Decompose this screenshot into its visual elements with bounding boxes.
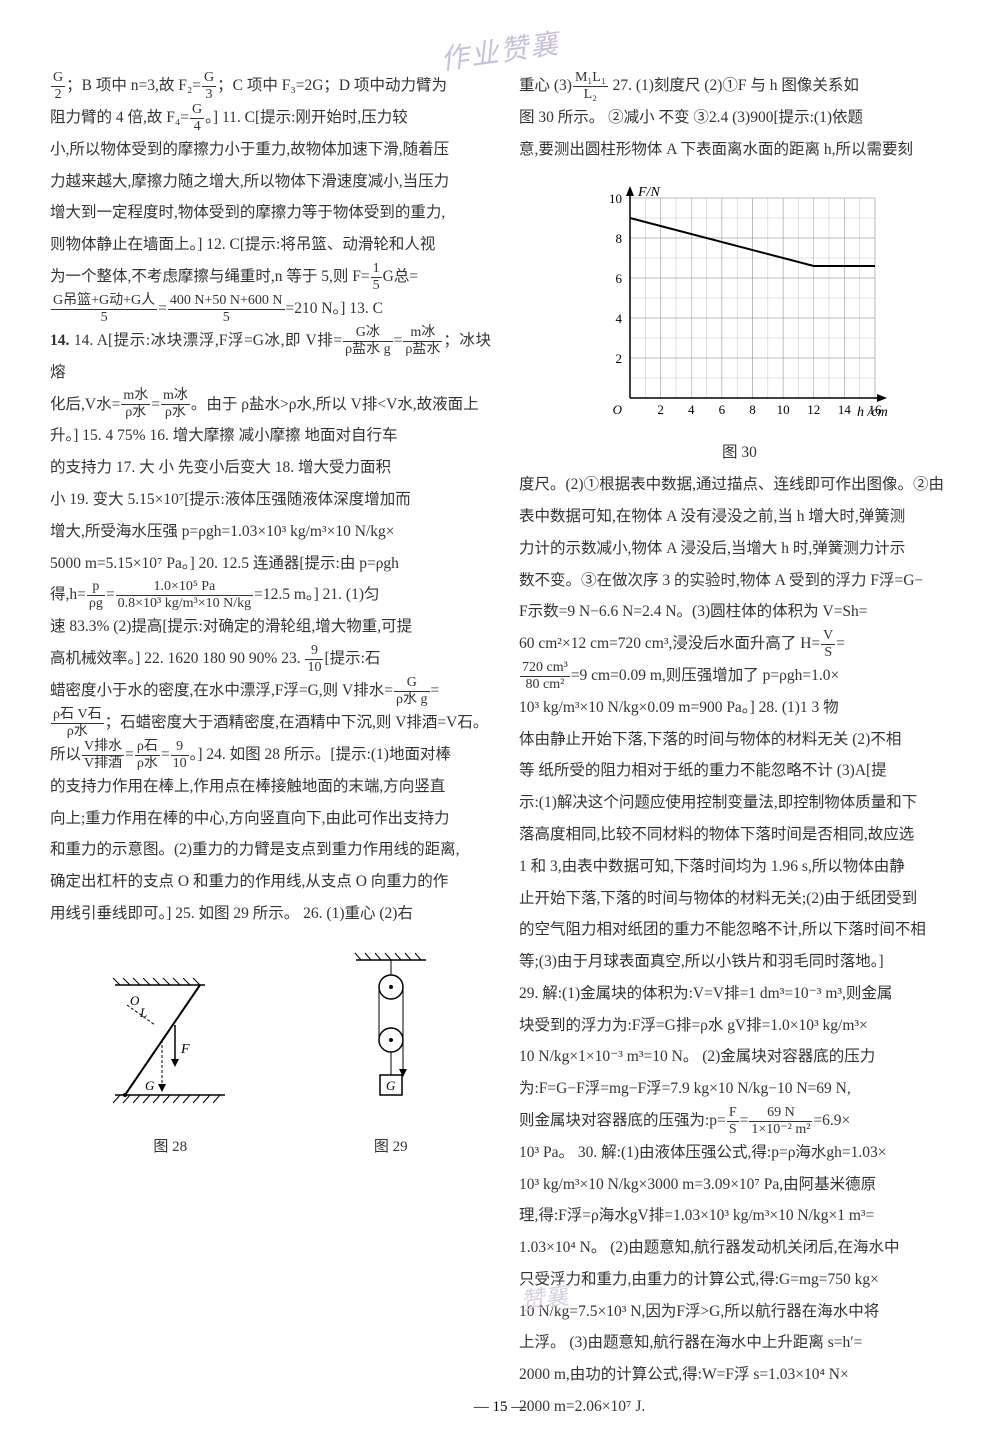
text-line: 重心 (3)M₁L₁L₂ 27. (1)刻度尺 (2)①F 与 h 图像关系如 xyxy=(519,70,960,102)
text-line: 10³ kg/m³×10 N/kg×0.09 m=900 Pa。] 28. (1… xyxy=(519,692,960,724)
text-line: 阻力臂的 4 倍,故 F₄=G4。] 11. C[提示:刚开始时,压力较 xyxy=(50,102,491,134)
svg-text:F/N: F/N xyxy=(637,185,660,200)
text-line: 的支持力 17. 大 小 先变小后变大 18. 增大受力面积 xyxy=(50,452,491,484)
svg-text:10: 10 xyxy=(609,191,622,206)
text-line: 蜡密度小于水的密度,在水中漂浮,F浮=G,则 V排水=Gρ水 g= xyxy=(50,675,491,707)
text-line: 力越来越大,摩擦力随之增大,所以物体下滑速度减小,当压力 xyxy=(50,166,491,198)
text-line: 720 cm³80 cm²=9 cm=0.09 m,则压强增加了 p=ρgh=1… xyxy=(519,660,960,692)
page-number: — 15 — xyxy=(474,1399,527,1416)
svg-text:O: O xyxy=(612,402,622,417)
text-line: 增大到一定程度时,物体受到的摩擦力等于物体受到的重力, xyxy=(50,197,491,229)
svg-text:8: 8 xyxy=(615,231,622,246)
svg-text:G: G xyxy=(145,1078,155,1093)
text-line: 1 和 3,由表中数据可知,下落时间均为 1.96 s,所以物体由静 xyxy=(519,851,960,883)
text-line: 和重力的示意图。(2)重力的力臂是支点到重力作用线的距离, xyxy=(50,834,491,866)
svg-text:h /cm: h /cm xyxy=(857,405,888,420)
text-line: 高机械效率。] 22. 1620 180 90 90% 23. 910[提示:石 xyxy=(50,643,491,675)
svg-text:4: 4 xyxy=(615,311,622,326)
figure-28: O L F G 图 28 xyxy=(95,945,245,1164)
text-line: 增大,所受海水压强 p=ρgh=1.03×10³ kg/m³×10 N/kg× xyxy=(50,516,491,548)
text-line: 理,得:F浮=ρ海水gV排=1.03×10³ kg/m³×10 N/kg×1 m… xyxy=(519,1200,960,1232)
text-line: 只受浮力和重力,由重力的计算公式,得:G=mg=750 kg× xyxy=(519,1264,960,1296)
fig29-svg: G xyxy=(336,945,446,1115)
text-line: 1.03×10⁴ N。 (2)由题意知,航行器发动机关闭后,在海水中 xyxy=(519,1232,960,1264)
text-line: 上浮。 (3)由题意知,航行器在海水中上升距离 s=h′= xyxy=(519,1327,960,1359)
figures-row: O L F G 图 28 xyxy=(50,945,491,1164)
svg-text:12: 12 xyxy=(807,402,820,417)
svg-text:2: 2 xyxy=(657,402,664,417)
text-line: 止开始下落,下落的时间与物体的材料无关;(2)由于纸团受到 xyxy=(519,883,960,915)
fig28-svg: O L F G xyxy=(95,945,245,1115)
text-line: 为一个整体,不考虑摩擦与绳重时,n 等于 5,则 F=15G总= xyxy=(50,261,491,293)
svg-text:G: G xyxy=(386,1078,396,1093)
text-line: 得,h=pρg=1.0×10⁵ Pa0.8×10³ kg/m³×10 N/kg=… xyxy=(50,579,491,611)
text-line: 的空气阻力相对纸团的重力不能忽略不计,所以下落时间不相 xyxy=(519,914,960,946)
svg-text:8: 8 xyxy=(749,402,756,417)
text-line: 化后,V水=m水ρ水=m冰ρ水。由于 ρ盐水>ρ水,所以 V排<V水,故液面上 xyxy=(50,389,491,421)
right-column: 重心 (3)M₁L₁L₂ 27. (1)刻度尺 (2)①F 与 h 图像关系如 … xyxy=(519,70,960,1414)
svg-text:4: 4 xyxy=(688,402,695,417)
fig28-label: 图 28 xyxy=(95,1132,245,1163)
svg-text:14: 14 xyxy=(837,402,851,417)
text-line: 小 19. 变大 5.15×10⁷[提示:液体压强随液体深度增加而 xyxy=(50,484,491,516)
svg-text:O: O xyxy=(130,993,140,1008)
text-line: 速 83.3% (2)提高[提示:对确定的滑轮组,增大物重,可提 xyxy=(50,611,491,643)
text-line: 表中数据可知,在物体 A 没有浸没之前,当 h 增大时,弹簧测 xyxy=(519,501,960,533)
svg-text:F: F xyxy=(180,1042,190,1057)
text-line: 2000 m=2.06×10⁷ J. xyxy=(519,1391,960,1423)
text-line: 体由静止开始下落,下落的时间与物体的材料无关 (2)不相 xyxy=(519,724,960,756)
watermark-bottom: 赞襄 xyxy=(518,1276,570,1317)
text-line: ρ石 V石ρ水；石蜡密度大于酒精密度,在酒精中下沉,则 V排酒=V石。 xyxy=(50,707,491,739)
text-line: 升。] 15. 4 75% 16. 增大摩擦 减小摩擦 地面对自行车 xyxy=(50,420,491,452)
svg-text:6: 6 xyxy=(718,402,725,417)
two-columns: G2；B 项中 n=3,故 F₂=G3；C 项中 F₃=2G；D 项中动力臂为 … xyxy=(50,70,960,1414)
svg-text:6: 6 xyxy=(615,271,622,286)
text-line: 示:(1)解决这个问题应使用控制变量法,即控制物体质量和下 xyxy=(519,787,960,819)
text-line: 意,要测出圆柱形物体 A 下表面离水面的距离 h,所以需要刻 xyxy=(519,134,960,166)
figure-29: G 图 29 xyxy=(336,945,446,1164)
text-line: 14. 14. A[提示:冰块漂浮,F浮=G冰,即 V排=G冰ρ盐水 g=m冰ρ… xyxy=(50,325,491,389)
text-line: 用线引垂线即可。] 25. 如图 29 所示。 26. (1)重心 (2)右 xyxy=(50,898,491,930)
text-line: 确定出杠杆的支点 O 和重力的作用线,从支点 O 向重力的作 xyxy=(50,866,491,898)
text-line: 5000 m=5.15×10⁷ Pa。] 20. 12.5 连通器[提示:由 p… xyxy=(50,548,491,580)
text-line: 则金属块对容器底的压强为:p=FS=69 N1×10⁻² m²=6.9× xyxy=(519,1105,960,1137)
text-line: 2000 m,由功的计算公式,得:W=F浮 s=1.03×10⁴ N× xyxy=(519,1359,960,1391)
text-line: 力计的示数减小,物体 A 浸没后,当增大 h 时,弹簧测力计示 xyxy=(519,533,960,565)
fig30-chart: 246810121416246810OF/Nh /cm xyxy=(580,173,900,433)
text-line: 10³ kg/m³×10 N/kg×3000 m=3.09×10⁷ Pa,由阿基… xyxy=(519,1169,960,1201)
text-line: 等;(3)由于月球表面真空,所以小铁片和羽毛同时落地。] xyxy=(519,946,960,978)
page: 作业赞襄 G2；B 项中 n=3,故 F₂=G3；C 项中 F₃=2G；D 项中… xyxy=(0,0,1000,1434)
text-line: 29. 解:(1)金属块的体积为:V=V排=1 dm³=10⁻³ m³,则金属 xyxy=(519,978,960,1010)
text-line: 向上;重力作用在棒的中心,方向竖直向下,由此可作出支持力 xyxy=(50,803,491,835)
text-line: 所以V排水V排酒=ρ石ρ水=910。] 24. 如图 28 所示。[提示:(1)… xyxy=(50,739,491,771)
left-column: G2；B 项中 n=3,故 F₂=G3；C 项中 F₃=2G；D 项中动力臂为 … xyxy=(50,70,491,1414)
text-line: G2；B 项中 n=3,故 F₂=G3；C 项中 F₃=2G；D 项中动力臂为 xyxy=(50,70,491,102)
text-line: 10 N/kg=7.5×10³ N,因为F浮>G,所以航行器在海水中将 xyxy=(519,1296,960,1328)
text-line: 10 N/kg×1×10⁻³ m³=10 N。 (2)金属块对容器底的压力 xyxy=(519,1041,960,1073)
svg-text:L: L xyxy=(139,1005,147,1020)
text-line: 10³ Pa。 30. 解:(1)由液体压强公式,得:p=ρ海水gh=1.03× xyxy=(519,1137,960,1169)
text-line: 度尺。(2)①根据表中数据,通过描点、连线即可作出图像。②由 xyxy=(519,469,960,501)
text-line: G吊篮+G动+G人5=400 N+50 N+600 N5=210 N。] 13.… xyxy=(50,293,491,325)
text-line: 小,所以物体受到的摩擦力小于重力,故物体加速下滑,随着压 xyxy=(50,134,491,166)
text-line: 60 cm²×12 cm=720 cm³,浸没后水面升高了 H=VS= xyxy=(519,628,960,660)
fig29-label: 图 29 xyxy=(336,1132,446,1163)
text-line: 为:F=G−F浮=mg−F浮=7.9 kg×10 N/kg−10 N=69 N, xyxy=(519,1073,960,1105)
chart-svg: 246810121416246810OF/Nh /cm xyxy=(580,173,900,433)
text-line: 数不变。③在做次序 3 的实验时,物体 A 受到的浮力 F浮=G− xyxy=(519,565,960,597)
text-line: 图 30 所示。 ②减小 不变 ③2.4 (3)900[提示:(1)依题 xyxy=(519,102,960,134)
fig30-label: 图 30 xyxy=(519,437,960,469)
text-line: 落高度相同,比较不同材料的物体下落时间是否相同,故应选 xyxy=(519,819,960,851)
text-line: F示数=9 N−6.6 N=2.4 N。(3)圆柱体的体积为 V=Sh= xyxy=(519,596,960,628)
text-line: 则物体静止在墙面上。] 12. C[提示:将吊篮、动滑轮和人视 xyxy=(50,229,491,261)
text-line: 等 纸所受的阻力相对于纸的重力不能忽略不计 (3)A[提 xyxy=(519,755,960,787)
svg-text:10: 10 xyxy=(776,402,789,417)
svg-text:2: 2 xyxy=(615,351,622,366)
text-line: 的支持力作用在棒上,作用点在棒接触地面的末端,方向竖直 xyxy=(50,771,491,803)
text-line: 块受到的浮力为:F浮=G排=ρ水 gV排=1.0×10³ kg/m³× xyxy=(519,1010,960,1042)
